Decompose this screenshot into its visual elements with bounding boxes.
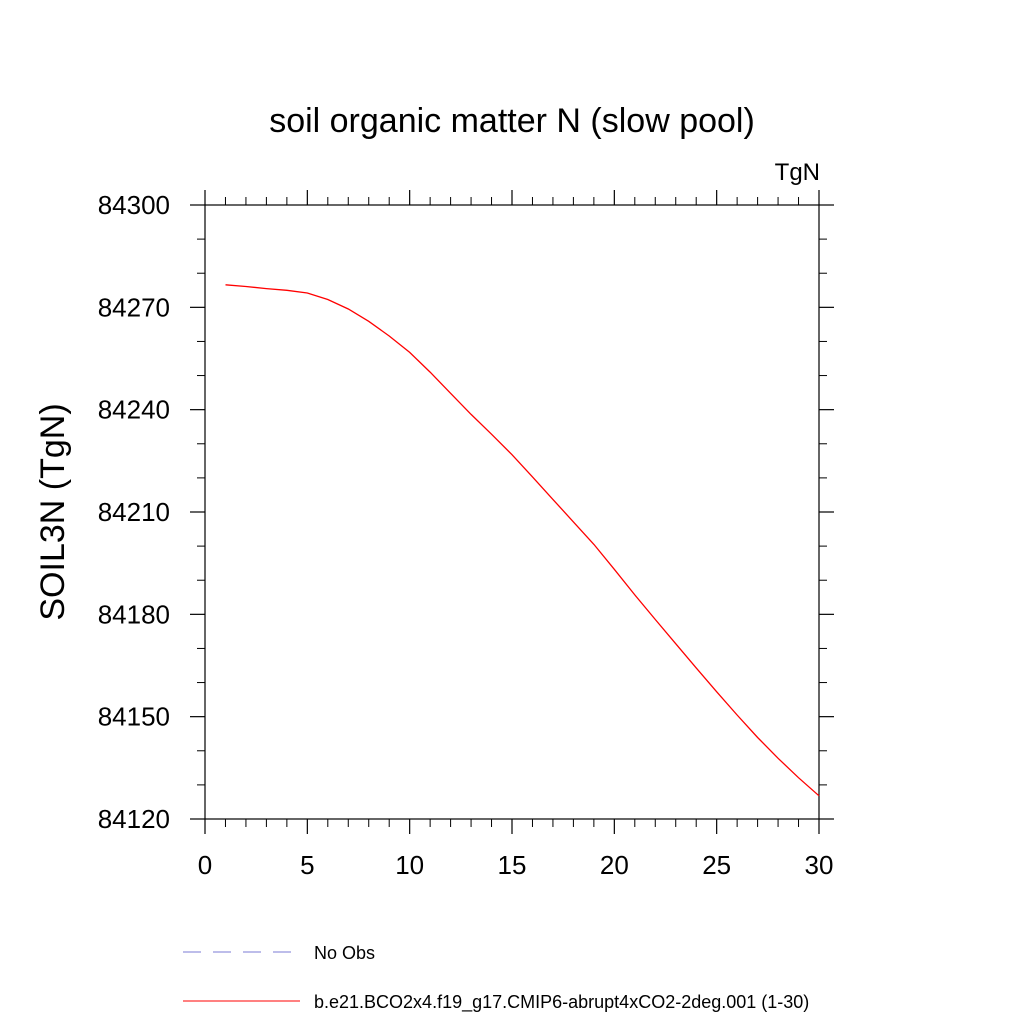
legend-label: No Obs xyxy=(314,943,375,963)
y-tick-label: 84270 xyxy=(98,292,170,322)
x-tick-label: 10 xyxy=(395,850,424,880)
y-tick-label: 84150 xyxy=(98,702,170,732)
x-tick-label: 0 xyxy=(198,850,212,880)
y-tick-label: 84300 xyxy=(98,190,170,220)
series-group xyxy=(225,284,820,797)
x-tick-label: 25 xyxy=(702,850,731,880)
y-tick-label: 84180 xyxy=(98,599,170,629)
axes: 0 5 10 15 20 25 30 84120 84150 84180 84210 84240 842… xyxy=(98,190,834,880)
x-tick-label: 30 xyxy=(805,850,834,880)
y-axis-label: SOIL3N (TgN) xyxy=(34,403,72,620)
legend: No Obs b.e21.BCO2x4.f19_g17.CMIP6-abrupt4… xyxy=(183,943,809,1013)
plot-frame xyxy=(204,204,820,820)
units-label: TgN xyxy=(775,159,820,186)
legend-label: b.e21.BCO2x4.f19_g17.CMIP6-abrupt4xCO2-2… xyxy=(314,992,809,1013)
y-tick-label: 84240 xyxy=(98,395,170,425)
y-tick-label: 84210 xyxy=(98,497,170,527)
series-line xyxy=(225,284,820,797)
x-tick-label: 15 xyxy=(498,850,527,880)
x-tick-label: 5 xyxy=(300,850,314,880)
y-tick-label: 84120 xyxy=(98,804,170,834)
x-tick-label: 20 xyxy=(600,850,629,880)
chart-title: soil organic matter N (slow pool) xyxy=(269,102,755,140)
